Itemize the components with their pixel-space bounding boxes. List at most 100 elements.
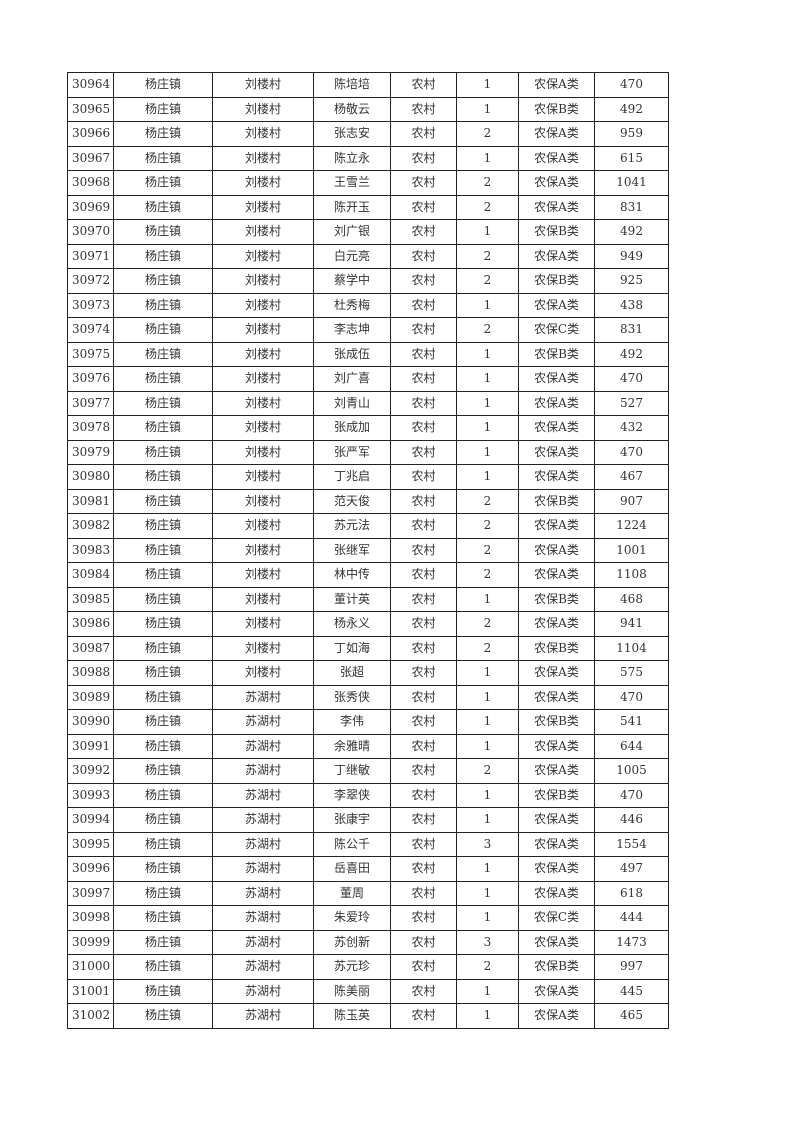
amount-cell: 468	[594, 586, 669, 612]
household-count-cell: 2	[456, 537, 519, 563]
name-cell: 陈培培	[313, 72, 391, 98]
area-type-cell: 农村	[390, 194, 457, 220]
amount-cell: 467	[594, 464, 669, 490]
table-row: 30997 杨庄镇 苏湖村 董周 农村 1 农保A类 618	[67, 880, 669, 906]
village-cell: 刘楼村	[212, 562, 314, 588]
insurance-type-cell: 农保B类	[518, 782, 595, 808]
table-row: 30980 杨庄镇 刘楼村 丁兆启 农村 1 农保A类 467	[67, 464, 669, 490]
insurance-type-cell: 农保A类	[518, 194, 595, 220]
amount-cell: 959	[594, 121, 669, 147]
id-cell: 30977	[67, 390, 114, 416]
village-cell: 刘楼村	[212, 513, 314, 539]
village-cell: 苏湖村	[212, 807, 314, 833]
amount-cell: 444	[594, 905, 669, 931]
town-cell: 杨庄镇	[113, 709, 213, 735]
table-row: 30977 杨庄镇 刘楼村 刘青山 农村 1 农保A类 527	[67, 390, 669, 416]
area-type-cell: 农村	[390, 929, 457, 955]
town-cell: 杨庄镇	[113, 121, 213, 147]
household-count-cell: 2	[456, 635, 519, 661]
id-cell: 30972	[67, 268, 114, 294]
town-cell: 杨庄镇	[113, 856, 213, 882]
table-row: 30966 杨庄镇 刘楼村 张志安 农村 2 农保A类 959	[67, 121, 669, 147]
amount-cell: 941	[594, 611, 669, 637]
area-type-cell: 农村	[390, 464, 457, 490]
area-type-cell: 农村	[390, 415, 457, 441]
village-cell: 刘楼村	[212, 145, 314, 171]
table-row: 30990 杨庄镇 苏湖村 李伟 农村 1 农保B类 541	[67, 709, 669, 735]
table-body: 30964 杨庄镇 刘楼村 陈培培 农村 1 农保A类 470 30965 杨庄镇 刘楼村 杨敬云 农村…	[67, 72, 669, 1029]
village-cell: 刘楼村	[212, 243, 314, 269]
town-cell: 杨庄镇	[113, 96, 213, 122]
insurance-type-cell: 农保A类	[518, 807, 595, 833]
amount-cell: 492	[594, 341, 669, 367]
name-cell: 朱爱玲	[313, 905, 391, 931]
amount-cell: 1108	[594, 562, 669, 588]
amount-cell: 1224	[594, 513, 669, 539]
table-row: 30989 杨庄镇 苏湖村 张秀侠 农村 1 农保A类 470	[67, 684, 669, 710]
household-count-cell: 1	[456, 96, 519, 122]
id-cell: 30991	[67, 733, 114, 759]
town-cell: 杨庄镇	[113, 905, 213, 931]
name-cell: 王雪兰	[313, 170, 391, 196]
area-type-cell: 农村	[390, 807, 457, 833]
village-cell: 刘楼村	[212, 72, 314, 98]
area-type-cell: 农村	[390, 635, 457, 661]
area-type-cell: 农村	[390, 856, 457, 882]
insurance-type-cell: 农保A类	[518, 611, 595, 637]
insurance-type-cell: 农保C类	[518, 905, 595, 931]
town-cell: 杨庄镇	[113, 611, 213, 637]
household-count-cell: 2	[456, 317, 519, 343]
area-type-cell: 农村	[390, 366, 457, 392]
town-cell: 杨庄镇	[113, 684, 213, 710]
id-cell: 30999	[67, 929, 114, 955]
area-type-cell: 农村	[390, 562, 457, 588]
insurance-type-cell: 农保A类	[518, 72, 595, 98]
village-cell: 刘楼村	[212, 439, 314, 465]
table-row: 31000 杨庄镇 苏湖村 苏元珍 农村 2 农保B类 997	[67, 954, 669, 980]
id-cell: 30982	[67, 513, 114, 539]
area-type-cell: 农村	[390, 170, 457, 196]
village-cell: 刘楼村	[212, 488, 314, 514]
town-cell: 杨庄镇	[113, 586, 213, 612]
amount-cell: 470	[594, 366, 669, 392]
amount-cell: 949	[594, 243, 669, 269]
village-cell: 刘楼村	[212, 341, 314, 367]
insurance-type-cell: 农保A类	[518, 880, 595, 906]
household-count-cell: 1	[456, 782, 519, 808]
area-type-cell: 农村	[390, 268, 457, 294]
village-cell: 苏湖村	[212, 831, 314, 857]
village-cell: 刘楼村	[212, 464, 314, 490]
village-cell: 刘楼村	[212, 292, 314, 318]
area-type-cell: 农村	[390, 243, 457, 269]
household-count-cell: 2	[456, 954, 519, 980]
name-cell: 李志坤	[313, 317, 391, 343]
town-cell: 杨庄镇	[113, 1003, 213, 1029]
town-cell: 杨庄镇	[113, 439, 213, 465]
village-cell: 刘楼村	[212, 390, 314, 416]
name-cell: 张志安	[313, 121, 391, 147]
name-cell: 张秀侠	[313, 684, 391, 710]
table-row: 30988 杨庄镇 刘楼村 张超 农村 1 农保A类 575	[67, 660, 669, 686]
name-cell: 林中传	[313, 562, 391, 588]
area-type-cell: 农村	[390, 831, 457, 857]
id-cell: 30981	[67, 488, 114, 514]
household-count-cell: 2	[456, 194, 519, 220]
table-row: 30983 杨庄镇 刘楼村 张继军 农村 2 农保A类 1001	[67, 537, 669, 563]
amount-cell: 1554	[594, 831, 669, 857]
household-count-cell: 1	[456, 709, 519, 735]
id-cell: 30988	[67, 660, 114, 686]
amount-cell: 470	[594, 439, 669, 465]
insurance-type-cell: 农保A类	[518, 243, 595, 269]
name-cell: 岳喜田	[313, 856, 391, 882]
village-cell: 刘楼村	[212, 366, 314, 392]
insurance-type-cell: 农保B类	[518, 954, 595, 980]
household-count-cell: 1	[456, 978, 519, 1004]
town-cell: 杨庄镇	[113, 464, 213, 490]
village-cell: 苏湖村	[212, 954, 314, 980]
insurance-type-cell: 农保B类	[518, 268, 595, 294]
id-cell: 30994	[67, 807, 114, 833]
household-count-cell: 1	[456, 341, 519, 367]
village-cell: 苏湖村	[212, 856, 314, 882]
id-cell: 30985	[67, 586, 114, 612]
table-row: 30981 杨庄镇 刘楼村 范天俊 农村 2 农保B类 907	[67, 488, 669, 514]
